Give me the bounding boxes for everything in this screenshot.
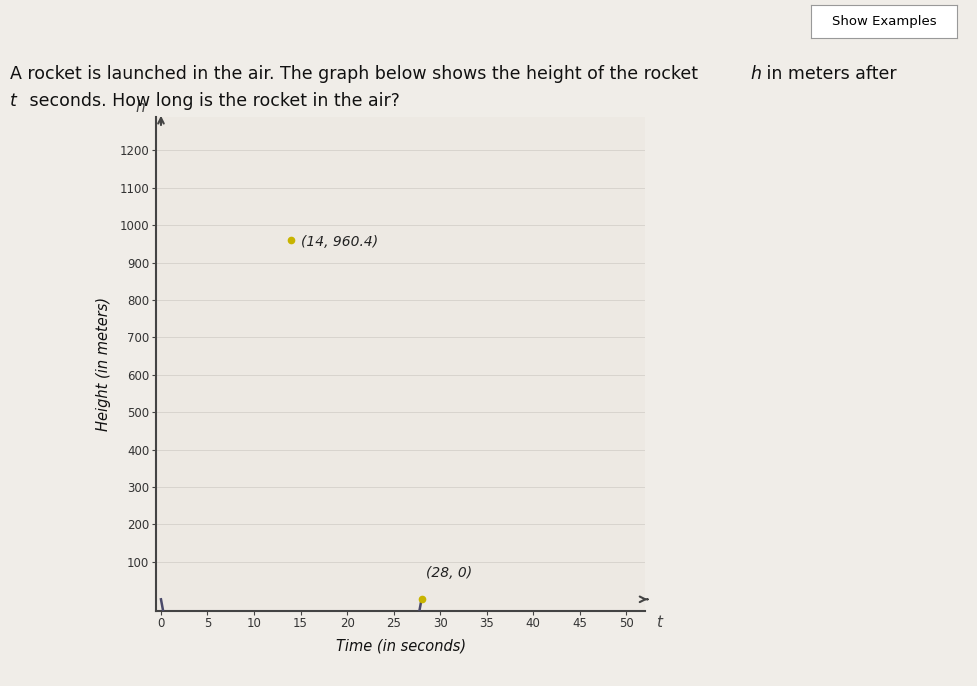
Text: seconds. How long is the rocket in the air?: seconds. How long is the rocket in the a… bbox=[24, 93, 401, 110]
X-axis label: Time (in seconds): Time (in seconds) bbox=[335, 639, 466, 654]
Y-axis label: Height (in meters): Height (in meters) bbox=[97, 296, 111, 431]
Text: t: t bbox=[656, 615, 661, 630]
Text: Show Examples: Show Examples bbox=[831, 15, 937, 27]
Text: A rocket is launched in the air. The graph below shows the height of the rocket: A rocket is launched in the air. The gra… bbox=[10, 65, 703, 83]
Text: in meters after: in meters after bbox=[761, 65, 897, 83]
Text: h: h bbox=[136, 99, 146, 115]
Text: (28, 0): (28, 0) bbox=[426, 566, 472, 580]
Text: (14, 960.4): (14, 960.4) bbox=[301, 235, 378, 248]
Text: h: h bbox=[750, 65, 761, 83]
Text: t: t bbox=[10, 93, 17, 110]
